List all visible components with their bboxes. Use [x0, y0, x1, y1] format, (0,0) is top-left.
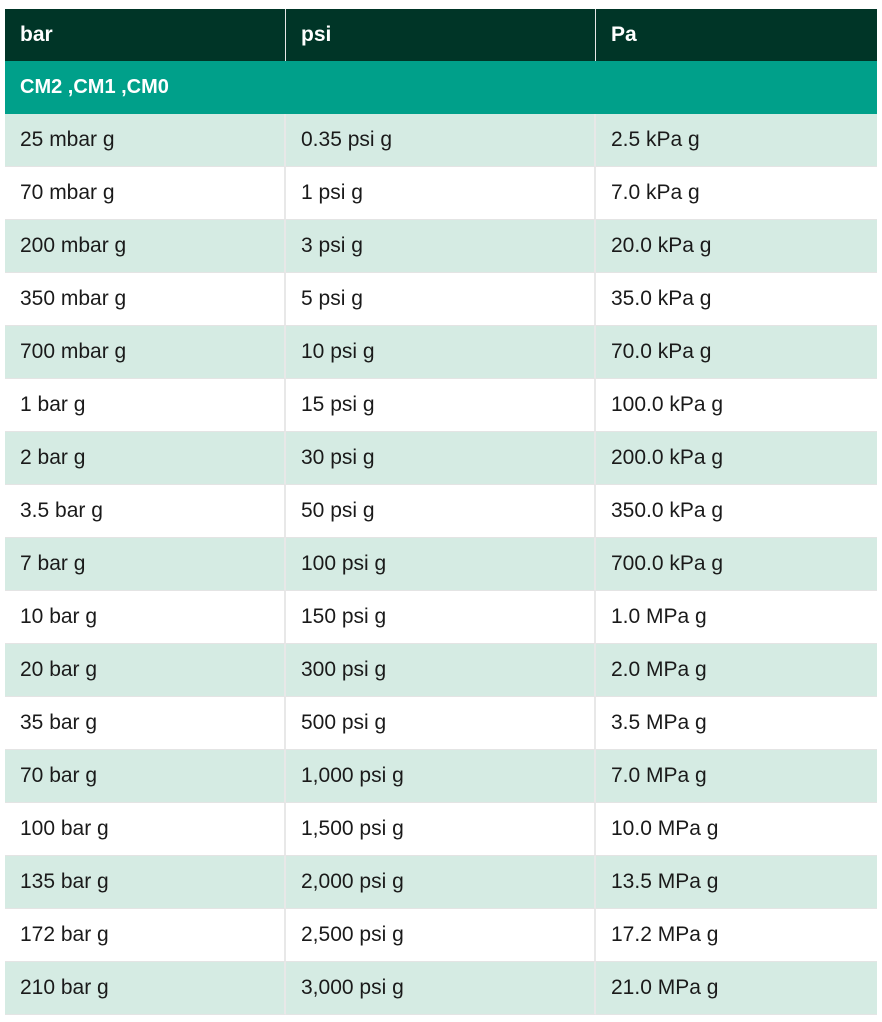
- column-header-bar: bar: [5, 9, 286, 61]
- cell-psi: 1,000 psi g: [286, 750, 596, 803]
- cell-bar: 210 bar g: [5, 962, 286, 1015]
- cell-bar: 135 bar g: [5, 856, 286, 909]
- cell-bar: 200 mbar g: [5, 220, 286, 273]
- column-header-pa: Pa: [596, 9, 877, 61]
- cell-psi: 5 psi g: [286, 273, 596, 326]
- cell-pa: 2.0 MPa g: [596, 644, 877, 697]
- cell-psi: 150 psi g: [286, 591, 596, 644]
- cell-psi: 300 psi g: [286, 644, 596, 697]
- cell-bar: 25 mbar g: [5, 114, 286, 167]
- cell-bar: 2 bar g: [5, 432, 286, 485]
- cell-psi: 0.35 psi g: [286, 114, 596, 167]
- cell-bar: 10 bar g: [5, 591, 286, 644]
- cell-pa: 3.5 MPa g: [596, 697, 877, 750]
- cell-pa: 7.0 kPa g: [596, 167, 877, 220]
- cell-pa: 700.0 kPa g: [596, 538, 877, 591]
- cell-psi: 30 psi g: [286, 432, 596, 485]
- column-header-psi: psi: [286, 9, 596, 61]
- cell-bar: 70 mbar g: [5, 167, 286, 220]
- cell-bar: 100 bar g: [5, 803, 286, 856]
- cell-psi: 1,500 psi g: [286, 803, 596, 856]
- cell-pa: 21.0 MPa g: [596, 962, 877, 1015]
- cell-psi: 100 psi g: [286, 538, 596, 591]
- cell-bar: 20 bar g: [5, 644, 286, 697]
- cell-pa: 350.0 kPa g: [596, 485, 877, 538]
- cell-psi: 500 psi g: [286, 697, 596, 750]
- cell-bar: 70 bar g: [5, 750, 286, 803]
- cell-pa: 100.0 kPa g: [596, 379, 877, 432]
- cell-psi: 3 psi g: [286, 220, 596, 273]
- cell-psi: 15 psi g: [286, 379, 596, 432]
- cell-pa: 17.2 MPa g: [596, 909, 877, 962]
- cell-psi: 2,000 psi g: [286, 856, 596, 909]
- cell-bar: 3.5 bar g: [5, 485, 286, 538]
- cell-pa: 13.5 MPa g: [596, 856, 877, 909]
- cell-pa: 200.0 kPa g: [596, 432, 877, 485]
- cell-bar: 1 bar g: [5, 379, 286, 432]
- cell-pa: 7.0 MPa g: [596, 750, 877, 803]
- group-label-row: CM2 ,CM1 ,CM0: [5, 61, 877, 114]
- cell-bar: 35 bar g: [5, 697, 286, 750]
- cell-bar: 172 bar g: [5, 909, 286, 962]
- cell-bar: 7 bar g: [5, 538, 286, 591]
- cell-pa: 1.0 MPa g: [596, 591, 877, 644]
- cell-bar: 700 mbar g: [5, 326, 286, 379]
- cell-pa: 20.0 kPa g: [596, 220, 877, 273]
- cell-psi: 2,500 psi g: [286, 909, 596, 962]
- cell-psi: 3,000 psi g: [286, 962, 596, 1015]
- cell-psi: 50 psi g: [286, 485, 596, 538]
- cell-psi: 1 psi g: [286, 167, 596, 220]
- pressure-range-table: bar psi Pa CM2 ,CM1 ,CM0 25 mbar g 0.35 …: [5, 9, 877, 1015]
- cell-pa: 35.0 kPa g: [596, 273, 877, 326]
- cell-pa: 2.5 kPa g: [596, 114, 877, 167]
- cell-psi: 10 psi g: [286, 326, 596, 379]
- cell-pa: 10.0 MPa g: [596, 803, 877, 856]
- cell-bar: 350 mbar g: [5, 273, 286, 326]
- cell-pa: 70.0 kPa g: [596, 326, 877, 379]
